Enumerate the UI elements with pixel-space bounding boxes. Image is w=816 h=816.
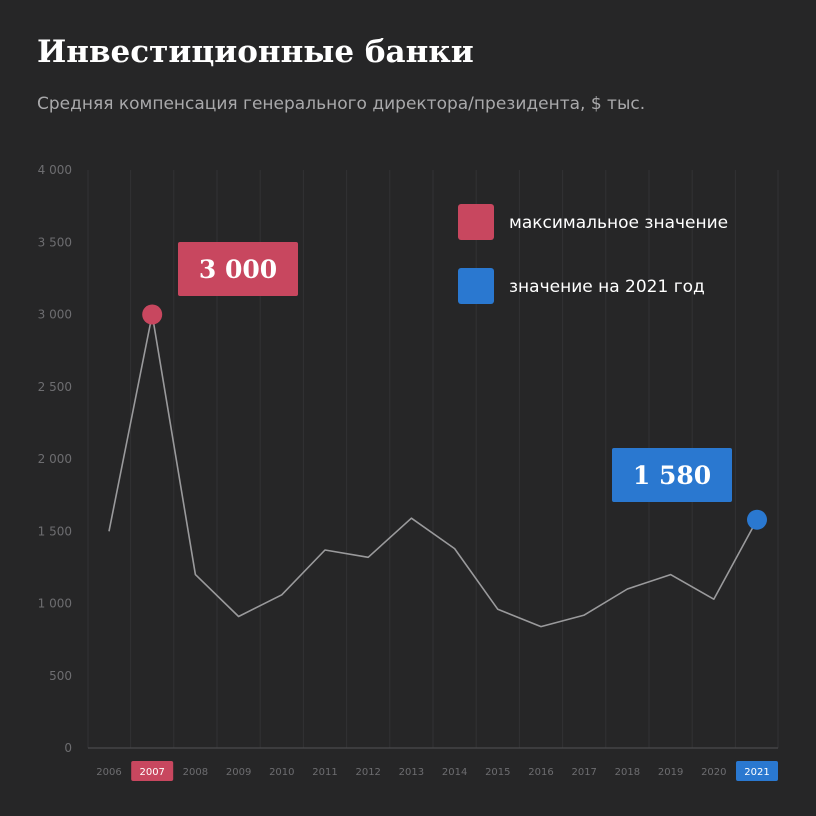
data-point-marker xyxy=(142,304,163,325)
data-label: 1 580 xyxy=(633,461,711,490)
y-tick-label: 1 000 xyxy=(38,597,72,611)
x-tick-label: 2010 xyxy=(269,767,294,778)
x-tick-label: 2016 xyxy=(528,767,553,778)
legend-label: максимальное значение xyxy=(509,213,728,233)
y-tick-label: 3 500 xyxy=(38,235,72,249)
x-tick-label: 2008 xyxy=(183,767,208,778)
legend-label: значение на 2021 год xyxy=(509,277,705,297)
callout-box xyxy=(178,242,298,296)
chart-subtitle: Средняя компенсация генерального директо… xyxy=(37,94,646,114)
callout-box xyxy=(612,448,732,502)
x-tick-label: 2015 xyxy=(485,767,510,778)
x-tick-highlight xyxy=(131,761,174,781)
x-tick-label: 2007 xyxy=(139,767,164,778)
data-label: 3 000 xyxy=(199,255,277,284)
y-tick-label: 3 000 xyxy=(38,308,72,322)
y-tick-label: 500 xyxy=(49,669,72,683)
y-tick-label: 2 500 xyxy=(38,380,72,394)
x-tick-label: 2019 xyxy=(658,767,683,778)
x-tick-label: 2020 xyxy=(701,767,726,778)
y-tick-label: 0 xyxy=(64,741,72,755)
x-tick-label: 2009 xyxy=(226,767,251,778)
y-tick-label: 4 000 xyxy=(38,163,72,177)
x-tick-label: 2006 xyxy=(96,767,121,778)
x-tick-highlight xyxy=(736,761,778,781)
y-tick-label: 2 000 xyxy=(38,452,72,466)
legend-swatch xyxy=(458,268,494,304)
x-tick-label: 2017 xyxy=(571,767,596,778)
legend-swatch xyxy=(458,204,494,240)
chart-title: Инвестиционные банки xyxy=(37,34,474,70)
y-tick-label: 1 500 xyxy=(38,524,72,538)
data-point-marker xyxy=(747,509,767,530)
series-line xyxy=(108,313,758,628)
x-tick-label: 2012 xyxy=(355,767,380,778)
x-tick-label: 2018 xyxy=(615,767,640,778)
x-tick-label: 2021 xyxy=(744,767,769,778)
x-tick-label: 2011 xyxy=(312,767,337,778)
x-tick-label: 2014 xyxy=(442,767,467,778)
x-tick-label: 2013 xyxy=(399,767,424,778)
